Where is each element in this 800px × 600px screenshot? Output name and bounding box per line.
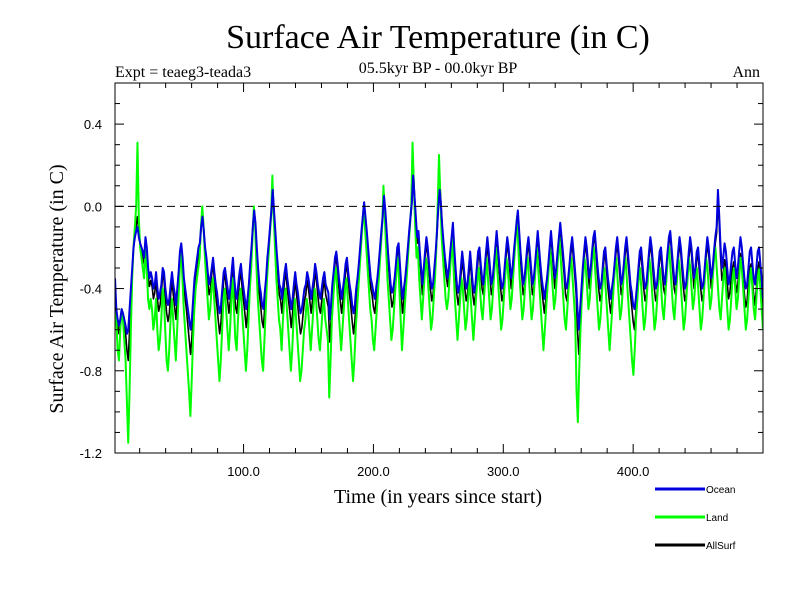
legend-label-land: Land [706, 513, 728, 524]
legend: Ocean Land AllSurf [655, 485, 736, 552]
x-tick-label: 100.0 [227, 464, 260, 479]
experiment-label: Expt = teaeg3-teada3 [115, 64, 251, 81]
x-tick-label: 300.0 [487, 464, 520, 479]
y-tick-label: 0.0 [84, 199, 102, 214]
y-tick-label: 0.4 [84, 117, 102, 132]
y-axis-label: Surface Air Temperature (in C) [46, 164, 68, 413]
x-tick-label: 200.0 [357, 464, 390, 479]
x-tick-label: 400.0 [617, 464, 650, 479]
legend-label-allsurf: AllSurf [706, 541, 736, 552]
chart-title: Surface Air Temperature (in C) [226, 19, 650, 56]
series-line-ocean [115, 174, 763, 335]
x-axis-label: Time (in years since start) [334, 486, 542, 508]
season-label: Ann [732, 64, 760, 81]
y-tick-label: -0.4 [80, 282, 102, 297]
legend-label-ocean: Ocean [706, 485, 735, 496]
series-line-land [115, 141, 763, 444]
y-tick-label: -1.2 [80, 446, 102, 461]
plot-area: -1.2 -0.8 -0.4 0.0 0.4 100.0 200.0 300.0 400.0 [80, 82, 764, 479]
y-tick-label: -0.8 [80, 364, 102, 379]
chart-subtitle: 05.5kyr BP - 00.0kyr BP [359, 60, 518, 77]
